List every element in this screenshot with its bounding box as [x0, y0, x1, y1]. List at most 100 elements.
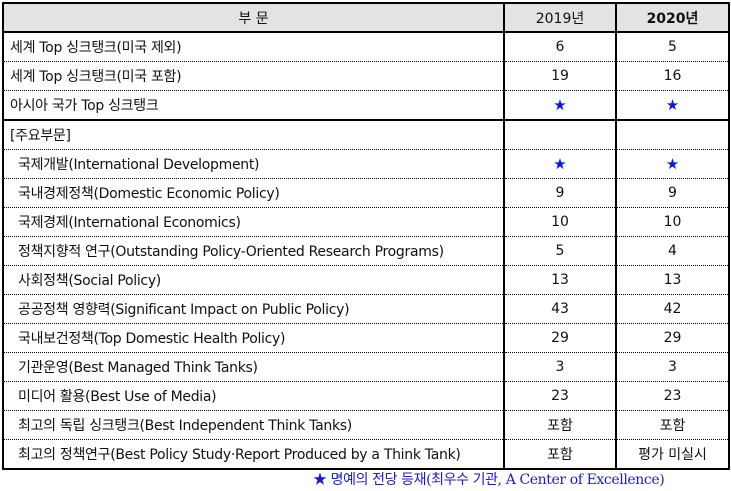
value-2019: 19 — [503, 61, 617, 91]
value-2020: 포함 — [615, 410, 730, 440]
table-row: 국내경제정책(Domestic Economic Policy) 9 9 — [2, 178, 730, 208]
row-label: 국제경제(International Economics) — [2, 207, 505, 237]
value-2019-text: 23 — [551, 388, 569, 404]
row-label-text: 기관운영(Best Managed Think Tanks) — [18, 360, 258, 376]
value-2020-text: 3 — [668, 359, 677, 375]
table-row: 세계 Top 싱크탱크(미국 제외) 6 5 — [2, 32, 730, 62]
table-row: [주요부문] — [2, 120, 730, 150]
row-label-text: 국내경제정책(Domestic Economic Policy) — [18, 186, 280, 202]
star-icon: ★ — [665, 96, 680, 114]
row-label-text: 세계 Top 싱크탱크(미국 포함) — [10, 69, 182, 85]
value-2020: 10 — [615, 207, 730, 237]
table-row: 미디어 활용(Best Use of Media) 23 23 — [2, 381, 730, 411]
value-2020: 9 — [615, 178, 730, 208]
value-2019-text: 5 — [555, 243, 565, 259]
table-row: 아시아 국가 Top 싱크탱크 ★ ★ — [2, 90, 730, 121]
table-row: 최고의 독립 싱크탱크(Best Independent Think Tanks… — [2, 410, 730, 440]
row-label-text: [주요부문] — [10, 128, 71, 144]
value-2020-text: 23 — [663, 388, 682, 404]
value-2019: 5 — [503, 236, 617, 266]
value-2020: ★ — [615, 149, 730, 179]
table-row: 최고의 정책연구(Best Policy Study·Report Produc… — [2, 439, 730, 470]
value-2019: 3 — [503, 352, 617, 382]
value-2020-text: 포함 — [659, 418, 686, 434]
value-2020: ★ — [615, 90, 730, 121]
value-2020-text: 16 — [663, 68, 682, 84]
row-label-text: 아시아 국가 Top 싱크탱크 — [10, 98, 159, 114]
footnote-hall-of-fame: ★ 명예의 전당 등재(최우수 기관, A Center of Excellen… — [313, 472, 665, 488]
value-2019: 포함 — [503, 439, 617, 470]
row-label-text: 공공정책 영향력(Significant Impact on Public Po… — [18, 302, 350, 318]
value-2020: 4 — [615, 236, 730, 266]
value-2020: 3 — [615, 352, 730, 382]
value-2019-text: 포함 — [547, 447, 573, 463]
value-2019-text: 3 — [555, 359, 565, 375]
row-label: 정책지향적 연구(Outstanding Policy-Oriented Res… — [2, 236, 505, 266]
row-label: 최고의 독립 싱크탱크(Best Independent Think Tanks… — [2, 410, 505, 440]
value-2020: 5 — [615, 32, 730, 62]
think-tank-ranking-table: 부 문 2019년 2020년 세계 Top 싱크탱크(미국 제외) 6 5 세계 T… — [2, 2, 730, 470]
value-2020-text: 13 — [663, 272, 682, 288]
value-2020: 평가 미실시 — [615, 439, 730, 470]
value-2019: 10 — [503, 207, 617, 237]
row-label-text: 미디어 활용(Best Use of Media) — [18, 389, 217, 405]
row-label: 최고의 정책연구(Best Policy Study·Report Produc… — [2, 439, 505, 470]
header-2020: 2020년 — [615, 2, 730, 33]
header-category: 부 문 — [2, 2, 505, 33]
star-icon: ★ — [553, 96, 567, 114]
value-2019-text: 19 — [551, 68, 569, 84]
row-label: 국내보건정책(Top Domestic Health Policy) — [2, 323, 505, 353]
row-label: 아시아 국가 Top 싱크탱크 — [2, 90, 505, 121]
table-row: 국제경제(International Economics) 10 10 — [2, 207, 730, 237]
value-2020: 16 — [615, 61, 730, 91]
value-2019-text: 10 — [551, 214, 569, 230]
value-2020-text: 9 — [668, 185, 677, 201]
row-label-text: 국내보건정책(Top Domestic Health Policy) — [18, 331, 286, 347]
value-2019: ★ — [503, 90, 617, 121]
value-2020: 29 — [615, 323, 730, 353]
table-row: 기관운영(Best Managed Think Tanks) 3 3 — [2, 352, 730, 382]
row-label: 세계 Top 싱크탱크(미국 제외) — [2, 32, 505, 62]
row-label: 기관운영(Best Managed Think Tanks) — [2, 352, 505, 382]
value-2019 — [503, 120, 617, 150]
table-row: 정책지향적 연구(Outstanding Policy-Oriented Res… — [2, 236, 730, 266]
value-2019: 포함 — [503, 410, 617, 440]
row-label-text: 최고의 독립 싱크탱크(Best Independent Think Tanks… — [18, 418, 352, 434]
value-2020: 42 — [615, 294, 730, 324]
row-label: 미디어 활용(Best Use of Media) — [2, 381, 505, 411]
value-2019: 43 — [503, 294, 617, 324]
row-label-text: 국제경제(International Economics) — [18, 215, 241, 231]
value-2019-text: 9 — [555, 185, 565, 201]
row-label: [주요부문] — [2, 120, 505, 150]
value-2020-text: 4 — [668, 243, 677, 259]
header-row: 부 문 2019년 2020년 — [2, 2, 730, 33]
value-2019-text: 13 — [551, 272, 569, 288]
value-2020-text: 10 — [663, 214, 682, 230]
row-label: 국제개발(International Development) — [2, 149, 505, 179]
row-label: 세계 Top 싱크탱크(미국 포함) — [2, 61, 505, 91]
row-label: 국내경제정책(Domestic Economic Policy) — [2, 178, 505, 208]
value-2020-text: 5 — [668, 39, 677, 55]
value-2019: 13 — [503, 265, 617, 295]
table-row: 공공정책 영향력(Significant Impact on Public Po… — [2, 294, 730, 324]
row-label-text: 세계 Top 싱크탱크(미국 제외) — [10, 40, 182, 56]
value-2020 — [615, 120, 730, 150]
row-label-text: 국제개발(International Development) — [18, 157, 260, 173]
star-icon: ★ — [665, 155, 680, 173]
value-2020: 13 — [615, 265, 730, 295]
header-2019: 2019년 — [503, 2, 617, 33]
value-2020: 23 — [615, 381, 730, 411]
value-2020-text: 29 — [663, 330, 682, 346]
value-2019-text: 6 — [555, 39, 565, 55]
value-2019-text: 포함 — [547, 418, 573, 434]
value-2020-text: 42 — [663, 301, 682, 317]
value-2019: 23 — [503, 381, 617, 411]
table-row: 사회정책(Social Policy) 13 13 — [2, 265, 730, 295]
table-row: 국제개발(International Development) ★ ★ — [2, 149, 730, 179]
row-label: 사회정책(Social Policy) — [2, 265, 505, 295]
value-2019-text: 43 — [551, 301, 569, 317]
table-row: 세계 Top 싱크탱크(미국 포함) 19 16 — [2, 61, 730, 91]
value-2019-text: 29 — [551, 330, 569, 346]
table-row: 국내보건정책(Top Domestic Health Policy) 29 29 — [2, 323, 730, 353]
value-2019: 6 — [503, 32, 617, 62]
